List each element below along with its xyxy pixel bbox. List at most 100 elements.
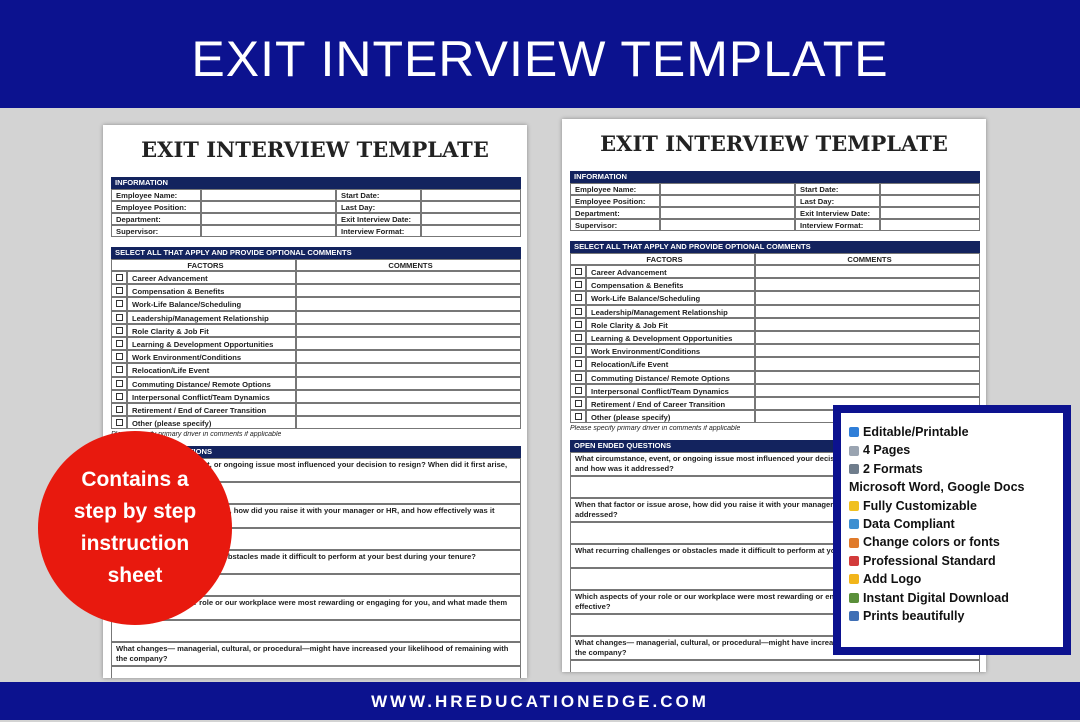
factor-label: Commuting Distance/ Remote Options — [127, 376, 296, 390]
checkbox — [575, 373, 582, 381]
info-field — [201, 201, 336, 213]
comment-field — [755, 331, 980, 345]
checkbox-cell — [111, 337, 127, 351]
feature-text: Microsoft Word, Google Docs — [849, 480, 1025, 495]
feature-icon — [849, 611, 859, 622]
feature-item: Change colors or fonts — [849, 533, 1055, 551]
feature-icon — [849, 574, 859, 585]
comment-field — [296, 363, 521, 377]
feature-item: Fully Customizable — [849, 497, 1055, 515]
factor-label: Leadership/Management Relationship — [127, 310, 296, 324]
checkbox-cell — [111, 271, 127, 285]
factors-heading: SELECT ALL THAT APPLY AND PROVIDE OPTION… — [111, 247, 521, 259]
factor-label: Commuting Distance/ Remote Options — [586, 370, 755, 384]
factor-label: Compensation & Benefits — [127, 284, 296, 298]
info-field — [201, 213, 336, 225]
checkbox — [116, 274, 123, 281]
checkbox-cell — [570, 265, 586, 279]
checkbox — [575, 268, 582, 275]
info-label: Employee Name: — [570, 183, 660, 195]
info-label: Employee Name: — [111, 189, 201, 201]
factor-label: Retirement / End of Career Transition — [127, 403, 296, 417]
factor-label: Interpersonal Conflict/Team Dynamics — [127, 389, 296, 403]
comment-field — [296, 310, 521, 324]
checkbox-cell — [570, 410, 586, 424]
badge: Contains a step by step instruction shee… — [38, 431, 232, 625]
checkbox — [575, 386, 582, 394]
comment-field — [755, 344, 980, 358]
doc-title: EXIT INTERVIEW TEMPLATE — [141, 137, 489, 162]
checkbox — [116, 406, 123, 413]
info-label: Supervisor: — [111, 225, 201, 237]
checkbox — [116, 366, 123, 374]
info-label: Exit Interview Date: — [795, 207, 880, 219]
feature-text: 4 Pages — [863, 443, 911, 458]
checkbox-cell — [111, 376, 127, 390]
factor-label: Learning & Development Opportunities — [586, 331, 755, 345]
info-label: Department: — [570, 207, 660, 219]
feature-item: Add Logo — [849, 570, 1055, 588]
checkbox — [116, 392, 123, 400]
info-field — [660, 207, 795, 219]
feature-text: Professional Standard — [863, 553, 996, 568]
checkbox-cell — [111, 350, 127, 364]
comment-field — [755, 383, 980, 397]
factor-label: Compensation & Benefits — [586, 278, 755, 292]
answer-field — [111, 666, 521, 678]
info-label: Department: — [111, 213, 201, 225]
info-field — [880, 195, 980, 207]
feature-text: Add Logo — [863, 572, 922, 587]
checkbox — [575, 294, 582, 302]
info-heading: INFORMATION — [570, 171, 980, 183]
info-field — [421, 189, 521, 201]
comment-field — [296, 337, 521, 351]
info-label: Interview Format: — [336, 225, 421, 237]
comment-field — [755, 304, 980, 318]
factor-label: Leadership/Management Relationship — [586, 304, 755, 318]
checkbox — [575, 360, 582, 368]
checkbox-cell — [570, 370, 586, 384]
checkbox-cell — [570, 383, 586, 397]
checkbox-cell — [570, 331, 586, 345]
info-field — [421, 201, 521, 213]
info-label: Start Date: — [336, 189, 421, 201]
factor-label: Retirement / End of Career Transition — [586, 397, 755, 411]
feature-icon — [849, 445, 859, 456]
checkbox — [575, 320, 582, 328]
comments-column: COMMENTS — [296, 259, 521, 271]
factors-note: Please specify primary driver in comment… — [111, 431, 282, 439]
checkbox-cell — [570, 304, 586, 318]
feature-icon — [849, 500, 859, 511]
factor-label: Role Clarity & Job Fit — [586, 317, 755, 331]
feature-icon — [849, 555, 859, 566]
doc-title: EXIT INTERVIEW TEMPLATE — [600, 131, 948, 156]
comments-column: COMMENTS — [755, 253, 980, 265]
header-title: EXIT INTERVIEW TEMPLATE — [0, 0, 1080, 108]
checkbox — [116, 379, 123, 387]
checkbox-cell — [111, 284, 127, 298]
factors-heading: SELECT ALL THAT APPLY AND PROVIDE OPTION… — [570, 241, 980, 253]
comment-field — [296, 376, 521, 390]
feature-text: Fully Customizable — [863, 498, 977, 513]
factor-label: Other (please specify) — [127, 416, 296, 430]
info-field — [660, 195, 795, 207]
answer-field — [570, 660, 980, 672]
feature-text: Editable/Printable — [863, 425, 969, 439]
checkbox — [116, 326, 123, 334]
factor-label: Learning & Development Opportunities — [127, 337, 296, 351]
info-label: Exit Interview Date: — [336, 213, 421, 225]
comment-field — [755, 317, 980, 331]
checkbox-cell — [570, 291, 586, 305]
features-list: Editable/Printable 4 Pages 2 Formats Micros… — [841, 413, 1063, 647]
feature-item: Data Compliant — [849, 515, 1055, 533]
checkbox-cell — [111, 310, 127, 324]
feature-text: 2 Formats — [863, 461, 923, 476]
factor-label: Other (please specify) — [586, 410, 755, 424]
comment-field — [755, 291, 980, 305]
comment-field — [755, 278, 980, 292]
checkbox — [116, 313, 123, 321]
factor-label: Role Clarity & Job Fit — [127, 323, 296, 337]
info-label: Start Date: — [795, 183, 880, 195]
factor-label: Relocation/Life Event — [127, 363, 296, 377]
